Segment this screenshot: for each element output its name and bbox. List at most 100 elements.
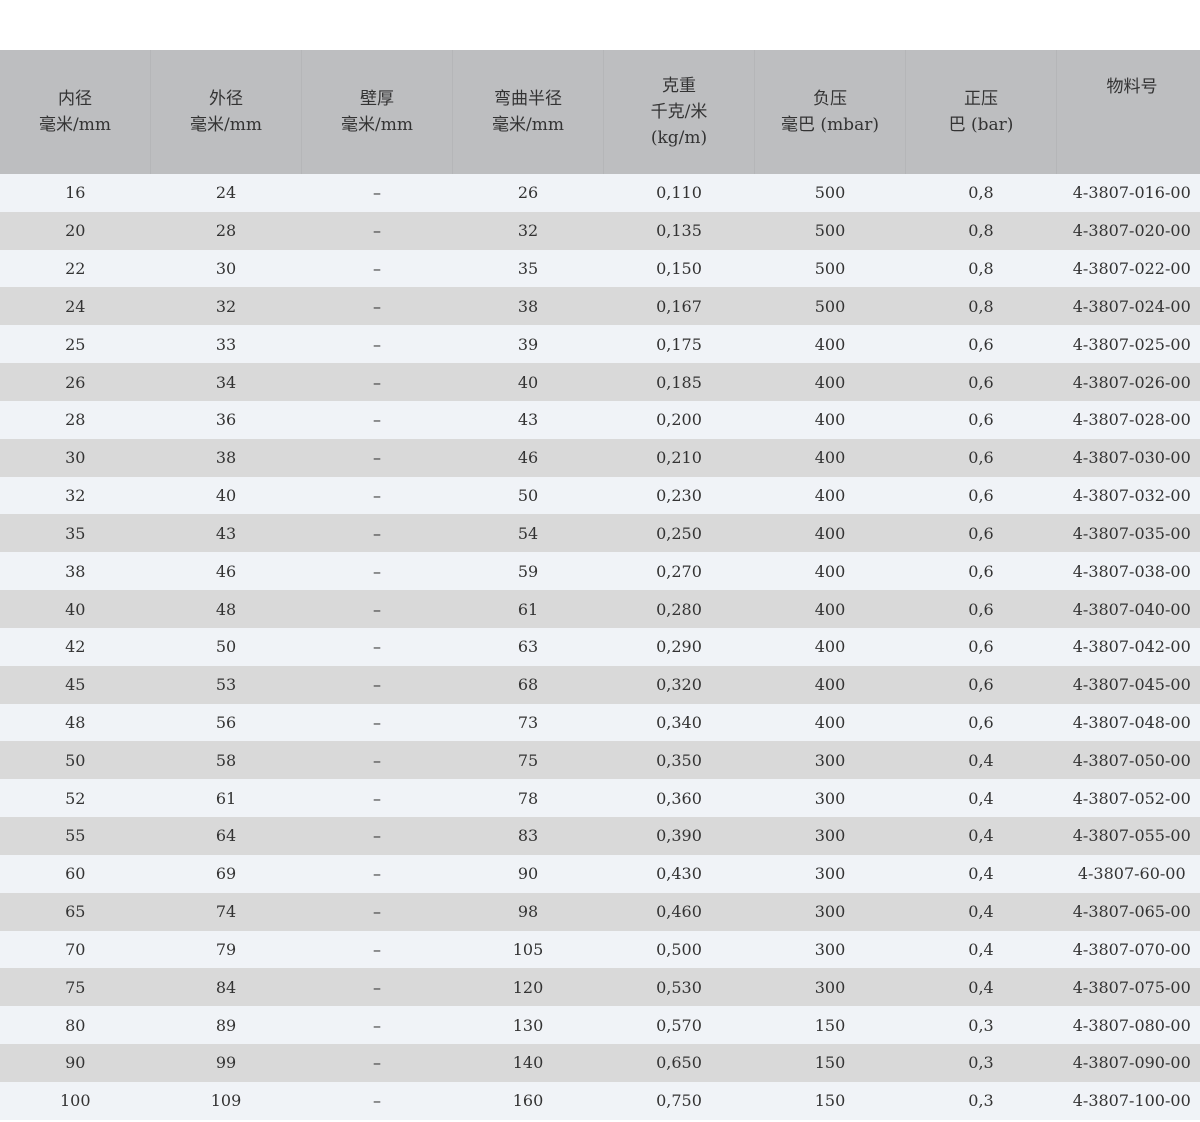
cell-bend-radius: 32 bbox=[452, 211, 604, 250]
cell-bend-radius: 54 bbox=[452, 514, 604, 553]
cell-part-number: 4-3807-025-00 bbox=[1056, 325, 1200, 364]
cell-outer-diameter: 74 bbox=[150, 892, 302, 931]
cell-wall-thickness: – bbox=[301, 1044, 453, 1082]
cell-pressure: 0,8 bbox=[905, 249, 1057, 288]
cell-vacuum: 150 bbox=[754, 1081, 906, 1120]
cell-weight: 0,110 bbox=[603, 174, 755, 212]
cell-outer-diameter: 28 bbox=[150, 211, 302, 250]
cell-pressure: 0,6 bbox=[905, 552, 1057, 591]
cell-inner-diameter: 80 bbox=[0, 1006, 151, 1045]
cell-weight: 0,350 bbox=[603, 741, 755, 780]
cell-part-number: 4-3807-090-00 bbox=[1056, 1044, 1200, 1082]
table-row: 55 64–83 0,390 300 0,4 4-3807-055-00 bbox=[0, 817, 1200, 855]
cell-bend-radius: 43 bbox=[452, 400, 604, 439]
cell-wall-thickness: – bbox=[301, 249, 453, 288]
cell-outer-diameter: 64 bbox=[150, 817, 302, 855]
cell-vacuum: 400 bbox=[754, 363, 906, 401]
cell-weight: 0,230 bbox=[603, 476, 755, 515]
cell-inner-diameter: 48 bbox=[0, 703, 151, 742]
header-pressure: 正压巴 (bar) bbox=[905, 50, 1057, 174]
cell-part-number: 4-3807-020-00 bbox=[1056, 211, 1200, 250]
cell-weight: 0,250 bbox=[603, 514, 755, 553]
cell-weight: 0,530 bbox=[603, 968, 755, 1007]
cell-vacuum: 500 bbox=[754, 287, 906, 326]
table-row: 70 79–105 0,500 300 0,4 4-3807-070-00 bbox=[0, 930, 1200, 969]
header-line: 正压 bbox=[964, 89, 998, 109]
cell-bend-radius: 90 bbox=[452, 854, 604, 893]
cell-inner-diameter: 32 bbox=[0, 476, 151, 515]
cell-part-number: 4-3807-080-00 bbox=[1056, 1006, 1200, 1045]
cell-wall-thickness: – bbox=[301, 514, 453, 553]
cell-wall-thickness: – bbox=[301, 552, 453, 591]
cell-pressure: 0,4 bbox=[905, 741, 1057, 780]
cell-part-number: 4-3807-60-00 bbox=[1056, 854, 1200, 893]
cell-bend-radius: 61 bbox=[452, 590, 604, 628]
cell-weight: 0,200 bbox=[603, 400, 755, 439]
cell-pressure: 0,8 bbox=[905, 174, 1057, 212]
cell-vacuum: 400 bbox=[754, 627, 906, 666]
header-line: 负压 bbox=[813, 89, 847, 109]
cell-weight: 0,650 bbox=[603, 1044, 755, 1082]
cell-pressure: 0,6 bbox=[905, 514, 1057, 553]
cell-part-number: 4-3807-028-00 bbox=[1056, 400, 1200, 439]
cell-pressure: 0,4 bbox=[905, 779, 1057, 818]
cell-outer-diameter: 33 bbox=[150, 325, 302, 364]
cell-vacuum: 300 bbox=[754, 741, 906, 780]
cell-wall-thickness: – bbox=[301, 400, 453, 439]
cell-inner-diameter: 20 bbox=[0, 211, 151, 250]
header-line: 毫米/mm bbox=[190, 115, 262, 135]
cell-bend-radius: 140 bbox=[452, 1044, 604, 1082]
cell-part-number: 4-3807-032-00 bbox=[1056, 476, 1200, 515]
cell-bend-radius: 83 bbox=[452, 817, 604, 855]
cell-wall-thickness: – bbox=[301, 968, 453, 1007]
cell-weight: 0,460 bbox=[603, 892, 755, 931]
header-line: 毫米/mm bbox=[39, 115, 111, 135]
cell-pressure: 0,3 bbox=[905, 1006, 1057, 1045]
cell-vacuum: 400 bbox=[754, 400, 906, 439]
cell-vacuum: 400 bbox=[754, 703, 906, 742]
cell-inner-diameter: 30 bbox=[0, 438, 151, 477]
cell-pressure: 0,6 bbox=[905, 590, 1057, 628]
cell-outer-diameter: 69 bbox=[150, 854, 302, 893]
cell-vacuum: 300 bbox=[754, 930, 906, 969]
cell-bend-radius: 73 bbox=[452, 703, 604, 742]
cell-outer-diameter: 53 bbox=[150, 665, 302, 704]
header-inner-diameter: 内径 毫米/mm bbox=[0, 50, 151, 174]
header-line: 弯曲半径 bbox=[494, 89, 562, 109]
cell-vacuum: 400 bbox=[754, 552, 906, 591]
cell-pressure: 0,6 bbox=[905, 627, 1057, 666]
table-row: 65 74–98 0,460 300 0,4 4-3807-065-00 bbox=[0, 892, 1200, 931]
cell-outer-diameter: 30 bbox=[150, 249, 302, 288]
cell-weight: 0,430 bbox=[603, 854, 755, 893]
cell-wall-thickness: – bbox=[301, 627, 453, 666]
table-row: 42 50–63 0,290 400 0,6 4-3807-042-00 bbox=[0, 627, 1200, 666]
cell-pressure: 0,4 bbox=[905, 892, 1057, 931]
header-line: 巴 (bar) bbox=[948, 115, 1014, 135]
cell-weight: 0,390 bbox=[603, 817, 755, 855]
cell-part-number: 4-3807-052-00 bbox=[1056, 779, 1200, 818]
cell-inner-diameter: 26 bbox=[0, 363, 151, 401]
header-outer-diameter: 外径 毫米/mm bbox=[150, 50, 302, 174]
header-line: 毫米/mm bbox=[492, 115, 564, 135]
cell-pressure: 0,4 bbox=[905, 817, 1057, 855]
header-line: 毫米/mm bbox=[341, 115, 413, 135]
table-row: 100 109–160 0,750 150 0,3 4-3807-100-00 bbox=[0, 1081, 1200, 1120]
cell-inner-diameter: 52 bbox=[0, 779, 151, 818]
cell-outer-diameter: 79 bbox=[150, 930, 302, 969]
cell-vacuum: 400 bbox=[754, 476, 906, 515]
cell-part-number: 4-3807-038-00 bbox=[1056, 552, 1200, 591]
cell-inner-diameter: 42 bbox=[0, 627, 151, 666]
cell-bend-radius: 26 bbox=[452, 174, 604, 212]
cell-pressure: 0,6 bbox=[905, 325, 1057, 364]
cell-weight: 0,570 bbox=[603, 1006, 755, 1045]
table-row: 35 43–54 0,250 400 0,6 4-3807-035-00 bbox=[0, 514, 1200, 553]
cell-inner-diameter: 24 bbox=[0, 287, 151, 326]
cell-outer-diameter: 40 bbox=[150, 476, 302, 515]
table-row: 32 40–50 0,230 400 0,6 4-3807-032-00 bbox=[0, 476, 1200, 515]
cell-bend-radius: 39 bbox=[452, 325, 604, 364]
cell-wall-thickness: – bbox=[301, 703, 453, 742]
table-row: 26 34–40 0,185 400 0,6 4-3807-026-00 bbox=[0, 363, 1200, 401]
cell-part-number: 4-3807-055-00 bbox=[1056, 817, 1200, 855]
cell-weight: 0,360 bbox=[603, 779, 755, 818]
cell-weight: 0,280 bbox=[603, 590, 755, 628]
